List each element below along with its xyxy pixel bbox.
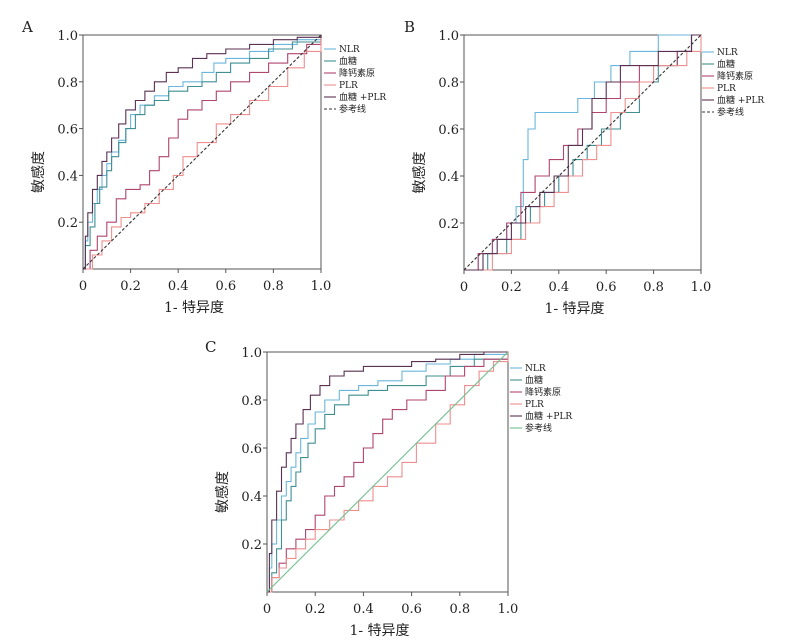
panel-letter: A bbox=[21, 18, 33, 36]
y-tick-label: 0.6 bbox=[438, 123, 459, 138]
x-tick-label: 0.4 bbox=[168, 279, 189, 294]
roc-curve-降钙素原 bbox=[267, 352, 509, 593]
y-tick-label: 0.4 bbox=[57, 169, 78, 184]
x-tick-label: 1.0 bbox=[498, 602, 519, 617]
x-tick-label: 0.8 bbox=[643, 280, 664, 295]
y-tick-label: 0.6 bbox=[241, 442, 262, 457]
roc-curve-PLR bbox=[83, 35, 322, 270]
legend-label: 降钙素原 bbox=[717, 70, 753, 82]
roc-curve-血糖 +PLR bbox=[83, 35, 322, 270]
x-tick-label: 0 bbox=[460, 280, 468, 295]
y-tick-label: 0.6 bbox=[57, 123, 78, 138]
legend-label: 血糖 bbox=[525, 374, 543, 386]
y-tick-label: 0.8 bbox=[241, 394, 262, 409]
reference-line bbox=[266, 351, 509, 593]
plot-frame bbox=[82, 34, 322, 270]
y-axis-title: 敏感度 bbox=[214, 471, 231, 513]
legend-label: 参考线 bbox=[717, 106, 744, 118]
legend-label: 降钙素原 bbox=[339, 67, 375, 79]
x-tick-label: 0.4 bbox=[353, 602, 374, 617]
y-tick-label: 0.4 bbox=[241, 490, 262, 505]
x-tick-label: 1.0 bbox=[311, 279, 332, 294]
y-tick-label: 0.8 bbox=[57, 76, 78, 91]
x-tick-label: 0.2 bbox=[305, 602, 326, 617]
legend-label: 血糖 +PLR bbox=[717, 94, 764, 106]
reference-line bbox=[463, 34, 702, 271]
panel-a: A 0 0.2 0.4 0.6 0.8 1.0 0.2 0.4 0.6 0.8 1.0 1- 特异度 敏… bbox=[21, 18, 386, 316]
x-tick-label: 0.2 bbox=[501, 280, 522, 295]
plot-frame bbox=[463, 34, 702, 271]
x-tick-label: 0 bbox=[263, 602, 271, 617]
x-tick-label: 0.6 bbox=[596, 280, 617, 295]
legend-label: 参考线 bbox=[339, 103, 366, 115]
legend-label: 血糖 +PLR bbox=[525, 410, 572, 422]
x-tick-label: 0.2 bbox=[120, 279, 141, 294]
panel-letter: B bbox=[404, 18, 415, 36]
x-axis-title: 1- 特异度 bbox=[349, 623, 409, 639]
panel-c: C 0 0.2 0.4 0.6 0.8 1.0 0.2 0.4 0.6 0.8 1.0 1- 特异度 敏… bbox=[205, 338, 572, 639]
reference-line bbox=[82, 34, 322, 270]
roc-curve-血糖 bbox=[267, 352, 509, 593]
x-tick-label: 0 bbox=[79, 279, 87, 294]
x-tick-label: 1.0 bbox=[691, 280, 712, 295]
y-tick-label: 1.0 bbox=[241, 346, 262, 361]
roc-curve-NLR bbox=[267, 352, 509, 593]
y-axis-title: 敏感度 bbox=[411, 152, 428, 194]
roc-curve-降钙素原 bbox=[83, 35, 322, 270]
roc-curve-PLR bbox=[267, 352, 509, 593]
legend-label: NLR bbox=[525, 364, 546, 374]
legend-label: 血糖 bbox=[339, 55, 357, 67]
panel-b: B 0 0.2 0.4 0.6 0.8 1.0 0.2 0.4 0.6 0.8 1.0 1- 特异度 敏… bbox=[404, 18, 764, 317]
x-axis-title: 1- 特异度 bbox=[544, 301, 604, 317]
legend-label: 降钙素原 bbox=[525, 386, 561, 398]
plot-frame bbox=[266, 351, 509, 593]
legend-label: PLR bbox=[717, 84, 736, 94]
x-tick-label: 0.6 bbox=[215, 279, 236, 294]
roc-curve-血糖 +PLR bbox=[464, 34, 701, 271]
legend-label: 参考线 bbox=[525, 422, 552, 434]
roc-curve-血糖 bbox=[83, 35, 322, 270]
y-tick-label: 0.4 bbox=[438, 170, 459, 185]
roc-curve-血糖 +PLR bbox=[267, 351, 508, 593]
y-tick-label: 0.2 bbox=[241, 538, 262, 553]
y-axis-title: 敏感度 bbox=[30, 151, 47, 193]
x-tick-label: 0.6 bbox=[401, 602, 422, 617]
y-tick-label: 0.2 bbox=[438, 217, 459, 232]
x-tick-label: 0.4 bbox=[548, 280, 569, 295]
y-tick-label: 1.0 bbox=[438, 29, 459, 44]
legend-label: PLR bbox=[525, 400, 544, 410]
panel-letter: C bbox=[205, 338, 216, 356]
legend-label: 血糖 bbox=[717, 58, 735, 70]
y-tick-label: 0.8 bbox=[438, 76, 459, 91]
legend-label: PLR bbox=[339, 81, 358, 91]
x-tick-label: 0.8 bbox=[263, 279, 284, 294]
x-axis-title: 1- 特异度 bbox=[164, 300, 224, 316]
y-tick-label: 1.0 bbox=[57, 29, 78, 44]
legend-label: NLR bbox=[717, 48, 738, 58]
x-tick-label: 0.8 bbox=[449, 602, 470, 617]
y-tick-label: 0.2 bbox=[57, 216, 78, 231]
legend-label: NLR bbox=[339, 45, 360, 55]
legend-label: 血糖 +PLR bbox=[339, 91, 386, 103]
